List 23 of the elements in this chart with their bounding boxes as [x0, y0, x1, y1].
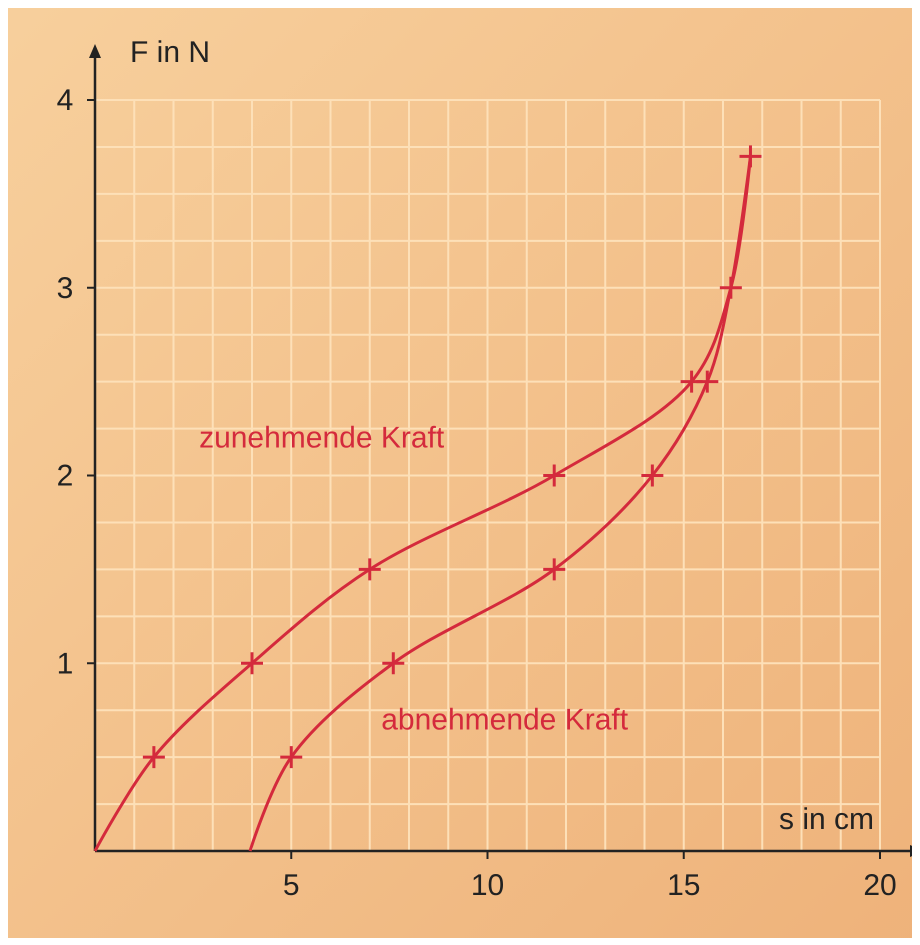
x-tick-label: 10	[470, 869, 504, 902]
point	[142, 746, 165, 768]
y-tick-label: 4	[56, 84, 74, 117]
point	[382, 652, 404, 674]
text: zunehmende Kraft	[199, 422, 445, 454]
point	[241, 652, 263, 674]
y-tick-label: 3	[56, 272, 74, 305]
point	[641, 464, 664, 486]
point	[696, 370, 718, 393]
point	[739, 145, 762, 168]
y-tick-label: 2	[56, 460, 74, 492]
y-axis-title: F in N	[130, 36, 210, 69]
point	[720, 276, 742, 299]
x-axis-title: s in cm	[778, 803, 874, 836]
point	[543, 558, 566, 580]
x-tick-label: 20	[863, 869, 897, 902]
point	[543, 464, 566, 486]
x-tick-label: 5	[282, 869, 300, 902]
point	[280, 746, 302, 768]
y-tick-label: 1	[56, 647, 74, 680]
series-label: abnehmende Kraft	[381, 703, 629, 736]
x-tick-label: 15	[667, 869, 700, 902]
point	[358, 558, 381, 580]
